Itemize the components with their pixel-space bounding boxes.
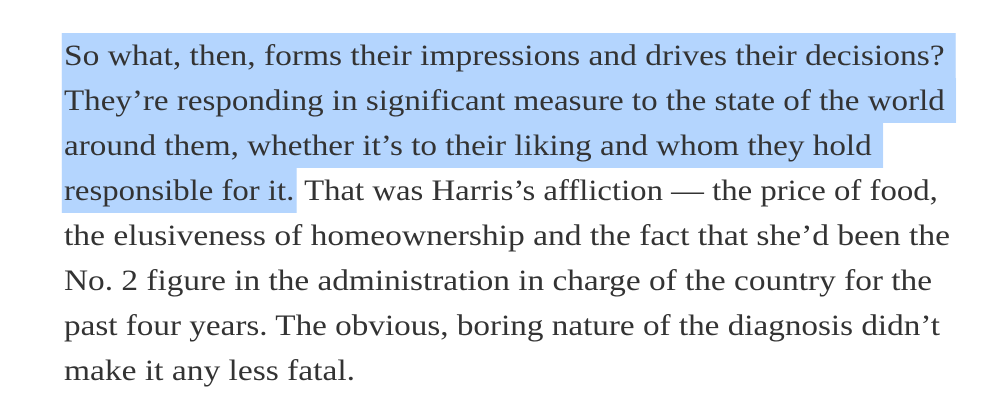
selected-text[interactable]: responsible for it.: [61, 168, 297, 213]
paragraph-line: past four years. The obvious, boring nat…: [64, 303, 960, 348]
paragraph-line: responsible for it. That was Harris’s af…: [61, 168, 949, 213]
paragraph-line: They’re responding in significant measur…: [61, 78, 956, 123]
article-paragraph[interactable]: So what, then, forms their impressions a…: [61, 33, 956, 393]
selected-text[interactable]: So what, then, forms their impressions a…: [61, 33, 956, 78]
paragraph-line: So what, then, forms their impressions a…: [61, 33, 968, 78]
paragraph-text: That was Harris’s affliction — the price…: [296, 174, 938, 207]
paragraph-line: the elusiveness of homeownership and the…: [64, 213, 969, 258]
paragraph-text: past four years. The obvious, boring nat…: [64, 309, 940, 342]
paragraph-line: make it any less fatal.: [64, 348, 968, 393]
paragraph-line: No. 2 figure in the administration in ch…: [64, 258, 963, 303]
paragraph-line: around them, whether it’s to their likin…: [61, 123, 959, 168]
selected-text[interactable]: They’re responding in significant measur…: [61, 78, 956, 123]
paragraph-text: the elusiveness of homeownership and the…: [64, 219, 950, 252]
paragraph-text: No. 2 figure in the administration in ch…: [64, 264, 932, 297]
paragraph-text: make it any less fatal.: [64, 354, 355, 387]
selected-text[interactable]: around them, whether it’s to their likin…: [61, 123, 883, 168]
